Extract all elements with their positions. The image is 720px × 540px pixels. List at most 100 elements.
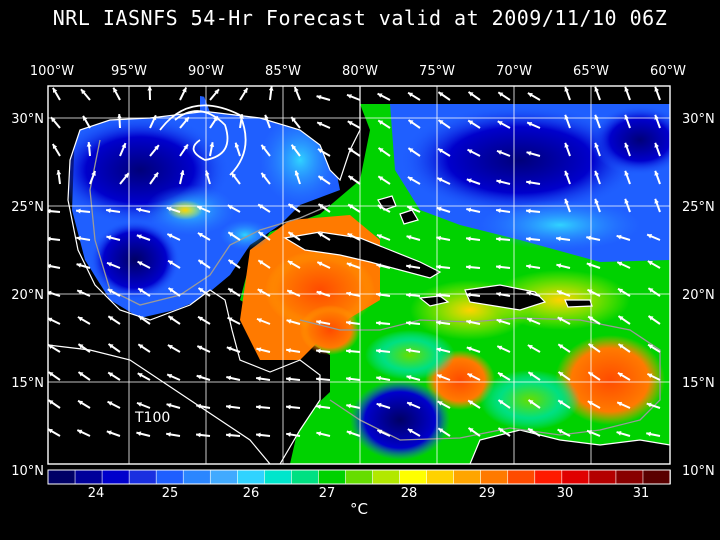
lat-tick-label-right: 10°N <box>682 464 715 479</box>
wind-arrow-head <box>226 346 232 352</box>
wind-arrow-head <box>496 318 502 324</box>
wind-arrow-head <box>406 235 412 240</box>
map-title: NRL IASNFS 54-Hr Forecast valid at 2009/… <box>52 6 668 30</box>
wind-vectors <box>48 86 661 438</box>
wind-arrow-head <box>106 208 111 213</box>
wind-arrow-head <box>648 288 654 293</box>
wind-arrow-head <box>316 319 322 325</box>
wind-arrow-head <box>468 91 474 97</box>
wind-arrow-head <box>317 148 323 154</box>
wind-arrow-head <box>286 348 291 353</box>
wind-arrow-head <box>228 259 234 265</box>
wind-arrow-head <box>136 207 142 213</box>
wind-arrow-head <box>48 400 54 405</box>
wind-arrow-head <box>558 371 564 377</box>
wind-arrow-head <box>234 142 240 148</box>
wind-arrow-head <box>256 404 261 410</box>
wind-arrow-head <box>316 348 321 354</box>
wind-arrow-head <box>468 400 474 405</box>
wind-arrow-head <box>436 235 442 241</box>
wind-arrow-head <box>654 170 659 176</box>
wind-arrow-head <box>197 232 203 238</box>
wind-arrow-head <box>526 180 531 185</box>
wind-arrow-head <box>346 262 352 268</box>
wind-arrow-head <box>586 262 592 268</box>
wind-arrow-head <box>466 236 471 242</box>
wind-arrow-head <box>438 428 444 433</box>
wind-arrow-head <box>78 372 84 377</box>
wind-arrow-head <box>197 345 203 351</box>
wind-arrow-head <box>377 205 383 210</box>
colorbar-tick-label: 29 <box>479 486 496 501</box>
wind-arrow-head <box>436 206 442 212</box>
wind-arrow-head <box>558 400 564 405</box>
colorbar-tick-label: 27 <box>319 486 336 501</box>
wind-arrow-head <box>346 403 352 409</box>
wind-arrow-head <box>48 344 54 350</box>
wind-arrow-head <box>496 291 501 297</box>
wind-arrow-head <box>108 316 114 321</box>
wind-arrow-head <box>258 231 264 237</box>
wind-arrow-head <box>258 204 264 209</box>
wind-arrow-head <box>288 204 294 209</box>
transect-label: T100 <box>135 410 171 426</box>
colorbar-swatch <box>182 469 212 485</box>
colorbar-tick-label: 30 <box>557 486 574 501</box>
wind-arrow-head <box>196 432 201 438</box>
wind-arrow-head <box>406 264 411 269</box>
colorbar-swatch <box>534 469 563 485</box>
wind-arrow-head <box>291 144 297 150</box>
wind-arrow-head <box>56 170 62 175</box>
wind-arrow-head <box>179 170 185 176</box>
lon-ticks-top: 100°W 95°W 90°W 85°W 80°W 75°W 70°W 65°W 60°W <box>30 64 686 79</box>
wind-arrow-head <box>136 431 142 437</box>
wind-arrow-head <box>556 290 562 295</box>
wind-arrow-head <box>166 403 172 408</box>
wind-arrow-head <box>52 143 58 149</box>
wind-arrow-head <box>648 316 654 321</box>
wind-arrow-head <box>466 292 471 298</box>
wind-arrow-head <box>214 89 219 95</box>
wind-arrow-head <box>168 288 174 293</box>
wind-arrow-head <box>318 232 324 238</box>
wind-arrow-head <box>588 343 594 349</box>
wind-arrow-head <box>256 376 261 382</box>
wind-arrow-head <box>498 372 504 378</box>
wind-arrow-head <box>286 432 291 437</box>
wind-arrow-head <box>648 344 654 349</box>
wind-arrow-head <box>107 289 113 294</box>
wind-arrow-head <box>294 170 300 176</box>
wind-arrow-head <box>137 261 143 266</box>
wind-arrow-head <box>376 292 381 298</box>
wind-arrow-head <box>52 87 58 93</box>
wind-arrow-head <box>436 374 442 379</box>
wind-arrow-head <box>316 95 322 100</box>
wind-arrow-head <box>468 120 474 125</box>
wind-arrow-head <box>136 234 142 239</box>
wind-arrow-head <box>497 345 503 351</box>
wind-arrow-head <box>346 348 351 354</box>
colorbar-swatch <box>453 469 482 485</box>
wind-arrow-head <box>346 376 351 382</box>
wind-arrow-head <box>496 264 501 270</box>
wind-arrow-head <box>209 142 215 148</box>
wind-arrow-head <box>406 292 411 298</box>
colorbar-tick-label: 25 <box>162 486 179 501</box>
colorbar-swatch <box>155 469 185 485</box>
wind-arrow-head <box>468 427 474 433</box>
wind-arrow-head <box>437 401 443 406</box>
sst-field <box>48 86 670 464</box>
colorbar-tick-label: 26 <box>243 486 260 501</box>
lat-lon-grid <box>48 86 670 471</box>
wind-arrow-head <box>527 92 533 98</box>
colorbar-swatch <box>101 469 130 485</box>
wind-arrow-head <box>624 142 629 148</box>
wind-arrow-head <box>527 121 533 127</box>
wind-arrow-head <box>264 114 269 120</box>
colorbar-swatch <box>561 469 590 485</box>
wind-arrow-head <box>113 87 118 93</box>
wind-arrow-head <box>376 263 382 269</box>
wind-arrow-head <box>438 148 444 154</box>
colorbar-swatch <box>399 469 428 485</box>
wind-arrow-head <box>348 204 354 209</box>
